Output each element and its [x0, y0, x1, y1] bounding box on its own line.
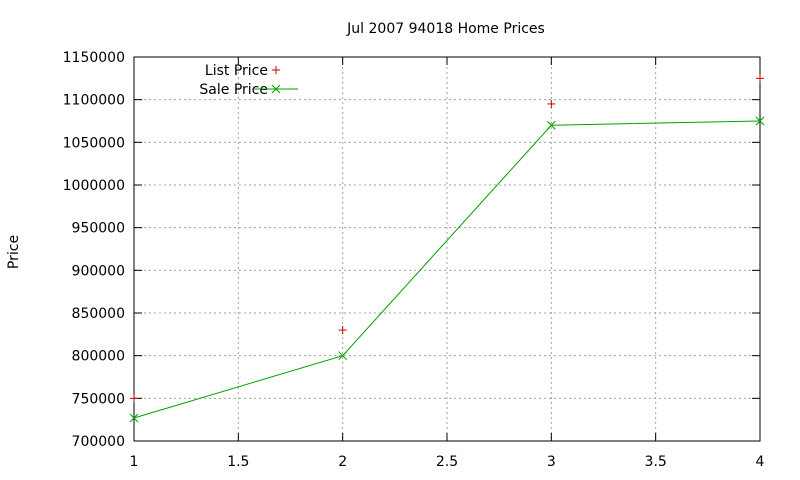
legend-marker-b: [271, 84, 281, 94]
y-tick-label: 1150000: [63, 50, 125, 66]
x-tick-label: 3: [547, 454, 556, 470]
marker-b: [546, 120, 556, 130]
x-tick-label: 4: [756, 454, 765, 470]
y-axis-label: Price: [6, 235, 22, 269]
data-point-sale-price: [129, 413, 139, 423]
marker-b: [338, 351, 348, 361]
grid: [134, 57, 760, 441]
y-tick-label: 950000: [72, 221, 125, 237]
legend-item-sale-price: Sale Price: [199, 82, 298, 98]
y-tick-label: 1050000: [63, 135, 125, 151]
chart-title: Jul 2007 94018 Home Prices: [346, 21, 545, 37]
y-tick-label: 900000: [72, 263, 125, 279]
series-line-sale-price: [133, 120, 761, 419]
series-layer: [129, 74, 765, 423]
legend-label: Sale Price: [199, 82, 268, 98]
y-tick-label: 750000: [72, 391, 125, 407]
data-point-sale-price: [755, 116, 765, 126]
x-tick-label: 3.5: [645, 454, 667, 470]
legend-label: List Price: [205, 63, 268, 79]
data-point-list-price: [338, 326, 347, 335]
x-tick-label: 2: [338, 454, 347, 470]
marker-b: [129, 413, 139, 423]
y-tick-label: 850000: [72, 306, 125, 322]
data-point-list-price: [756, 74, 764, 83]
ticks: 700000 750000 800000 850000 900000 950000 1000…: [63, 50, 765, 470]
legend-item-list-price: List Price: [205, 63, 280, 79]
y-tick-label: 1100000: [63, 93, 125, 109]
data-point-list-price: [547, 99, 556, 108]
series-list-price: [130, 74, 764, 403]
data-point-sale-price: [338, 351, 348, 361]
legend: List Price Sale Price: [199, 63, 298, 98]
y-tick-label: 800000: [72, 349, 125, 365]
y-tick-label: 1000000: [63, 178, 125, 194]
x-tick-label: 1: [130, 454, 139, 470]
data-point-sale-price: [546, 120, 556, 130]
series-sale-price: [129, 116, 765, 423]
x-tick-label: 1.5: [227, 454, 249, 470]
y-tick-label: 700000: [72, 434, 125, 450]
marker-b: [755, 116, 765, 126]
x-tick-label: 2.5: [436, 454, 458, 470]
data-point-list-price: [130, 394, 138, 403]
